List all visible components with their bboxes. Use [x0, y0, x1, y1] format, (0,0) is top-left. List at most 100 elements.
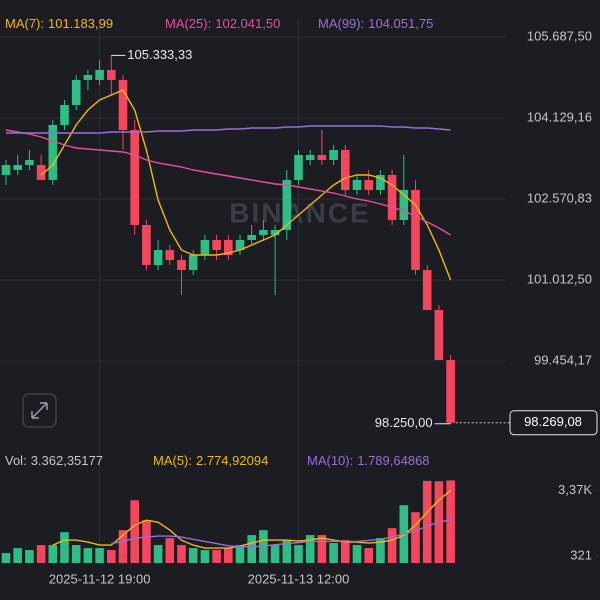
- candle-body: [60, 104, 69, 125]
- candle-body: [153, 250, 163, 265]
- volume-bar: [142, 520, 151, 563]
- volume-bar: [212, 550, 221, 563]
- y-tick-label: 105.687,50: [527, 28, 592, 43]
- volume-bar: [200, 550, 210, 563]
- candle-body: [118, 79, 128, 130]
- candle-body: [376, 174, 385, 191]
- candle-body: [83, 74, 93, 80]
- volume-bar: [83, 548, 93, 563]
- legend-value: 104.051,75: [368, 16, 433, 31]
- volume-bar: [422, 480, 432, 563]
- volume-bar: [36, 545, 46, 563]
- volume-bar: [352, 545, 362, 563]
- legend-value: 101.183,99: [48, 16, 113, 31]
- expand-frame[interactable]: [22, 393, 57, 428]
- expand-button[interactable]: [22, 393, 57, 428]
- high-marker-label: 105.333,33: [127, 47, 192, 62]
- volume-bar: [224, 548, 233, 563]
- volume-bar: [153, 545, 163, 563]
- volume-bar: [376, 538, 385, 563]
- y-tick-label: 104.129,16: [527, 109, 592, 124]
- x-tick-label: 2025-11-12 19:00: [49, 571, 151, 586]
- volume-bar: [60, 532, 69, 563]
- volume-bar: [71, 545, 81, 563]
- candle-body: [130, 129, 139, 226]
- candle-body: [224, 239, 233, 256]
- volume-bar: [305, 535, 315, 563]
- candle-body: [282, 179, 292, 230]
- legend-name: Vol:: [5, 453, 27, 468]
- expand-icon[interactable]: [31, 402, 48, 419]
- candle-body: [95, 69, 104, 80]
- volume-bar: [107, 550, 116, 563]
- candle-body: [329, 150, 338, 160]
- volume-bar: [282, 540, 292, 563]
- volume-bar: [317, 535, 327, 563]
- ma-line: [6, 125, 451, 134]
- candle-body: [188, 255, 198, 270]
- candle-body: [247, 234, 256, 240]
- legend-value: 2.774,92094: [196, 453, 268, 468]
- volume-bar: [130, 500, 139, 563]
- volume-tick-label: 321: [570, 548, 592, 563]
- volume-bar: [294, 545, 303, 563]
- candle-body: [142, 225, 151, 265]
- volume-bar: [364, 548, 373, 563]
- volume-bar: [95, 548, 104, 563]
- candle-body: [71, 79, 81, 105]
- legend-entry: MA(7): 101.183,99: [5, 16, 113, 31]
- volume-bar: [48, 545, 58, 563]
- candle-body: [399, 190, 409, 221]
- legend-name: MA(99):: [318, 16, 364, 31]
- volume-bar: [25, 550, 34, 563]
- legend-entry: MA(25): 102.041,50: [165, 16, 280, 31]
- candle-body: [107, 69, 116, 80]
- volume-tick-label: 3,37K: [558, 482, 592, 497]
- volume-bar: [270, 545, 280, 563]
- volume-bar: [411, 512, 420, 563]
- x-tick-label: 2025-11-13 12:00: [248, 571, 350, 586]
- candle-body: [411, 190, 420, 270]
- volume-bar: [1, 553, 11, 563]
- legend-value: 3.362,35177: [31, 453, 103, 468]
- candle-body: [177, 260, 186, 270]
- candle-body: [434, 310, 444, 361]
- volume-bar: [235, 545, 245, 563]
- candle-body: [364, 179, 373, 191]
- candle-body: [305, 155, 315, 160]
- candle-body: [422, 269, 432, 311]
- volume-bar: [387, 528, 397, 563]
- candle-body: [270, 229, 280, 235]
- legend-entry: MA(5): 2.774,92094: [153, 453, 268, 468]
- volume-bar: [177, 545, 186, 563]
- y-tick-label: 102.570,83: [527, 190, 592, 205]
- volume-bar: [329, 543, 338, 563]
- candle-body: [387, 174, 397, 221]
- candle-body: [36, 164, 46, 180]
- last-price-box: [509, 410, 598, 436]
- legend-value: 1.789,64868: [357, 453, 429, 468]
- legend-name: MA(25):: [165, 16, 211, 31]
- y-tick-label: 101.012,50: [527, 272, 592, 287]
- y-tick-label: 99.454,17: [534, 353, 592, 368]
- candle-body: [352, 179, 362, 191]
- volume-bar: [13, 548, 22, 563]
- candle-body: [259, 229, 268, 235]
- volume-bar: [446, 480, 455, 563]
- candle-body: [235, 239, 245, 251]
- volume-ma-line: [111, 519, 451, 548]
- candle-body: [200, 239, 210, 256]
- volume-bar: [188, 548, 198, 563]
- volume-bar: [341, 540, 350, 563]
- low-marker-label: 98.250,00: [375, 415, 433, 430]
- volume-bar: [165, 538, 175, 563]
- last-price-label: 98.269,08: [524, 414, 582, 429]
- candle-body: [294, 155, 303, 180]
- volume-bar: [118, 530, 128, 563]
- legend-name: MA(10):: [307, 453, 353, 468]
- volume-bar: [247, 535, 256, 563]
- candle-body: [317, 155, 327, 160]
